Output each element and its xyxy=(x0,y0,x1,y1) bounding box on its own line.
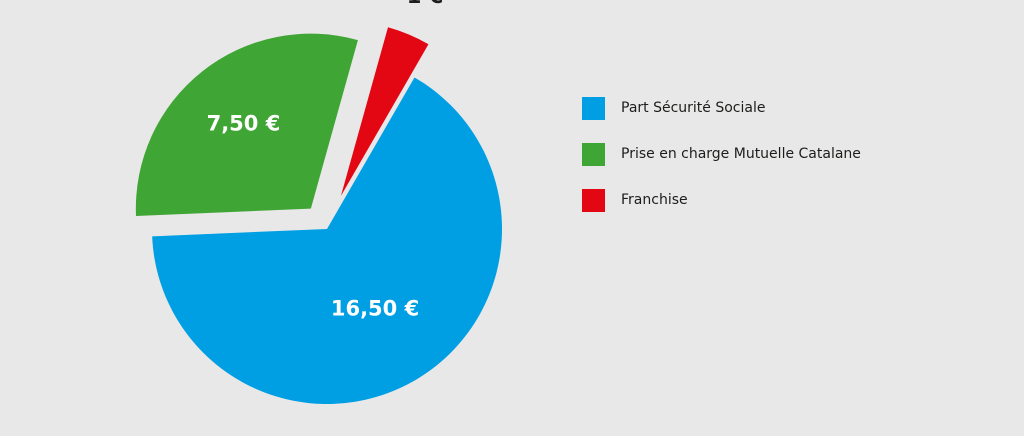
pie-slices xyxy=(135,27,502,404)
chart-legend: Part Sécurité Sociale Prise en charge Mu… xyxy=(582,96,1002,234)
legend-item-part-securite-sociale: Part Sécurité Sociale xyxy=(582,96,1002,120)
legend-swatch-prise-en-charge-mutuelle xyxy=(582,142,605,166)
slice-label-part-securite-sociale: 16,50 € xyxy=(331,296,419,320)
pie-slice-prise-en-charge-mutuelle-catalane xyxy=(135,33,358,216)
legend-item-franchise: Franchise xyxy=(582,188,1002,212)
legend-item-prise-en-charge-mutuelle: Prise en charge Mutuelle Catalane xyxy=(582,142,1002,166)
slice-label-franchise: 1 € xyxy=(407,0,444,8)
legend-swatch-franchise xyxy=(582,188,605,212)
legend-label: Franchise xyxy=(621,192,688,208)
pie-slice-franchise xyxy=(340,27,429,196)
legend-label: Part Sécurité Sociale xyxy=(621,100,766,116)
legend-swatch-part-securite-sociale xyxy=(582,96,605,120)
legend-label: Prise en charge Mutuelle Catalane xyxy=(621,146,861,162)
pie-slice-part-securite-sociale xyxy=(152,77,502,404)
slice-label-prise-en-charge-mutuelle-catalane: 7,50 € xyxy=(207,112,281,136)
pie-slice-labels: 16,50 € 7,50 € 1 € xyxy=(207,0,444,320)
